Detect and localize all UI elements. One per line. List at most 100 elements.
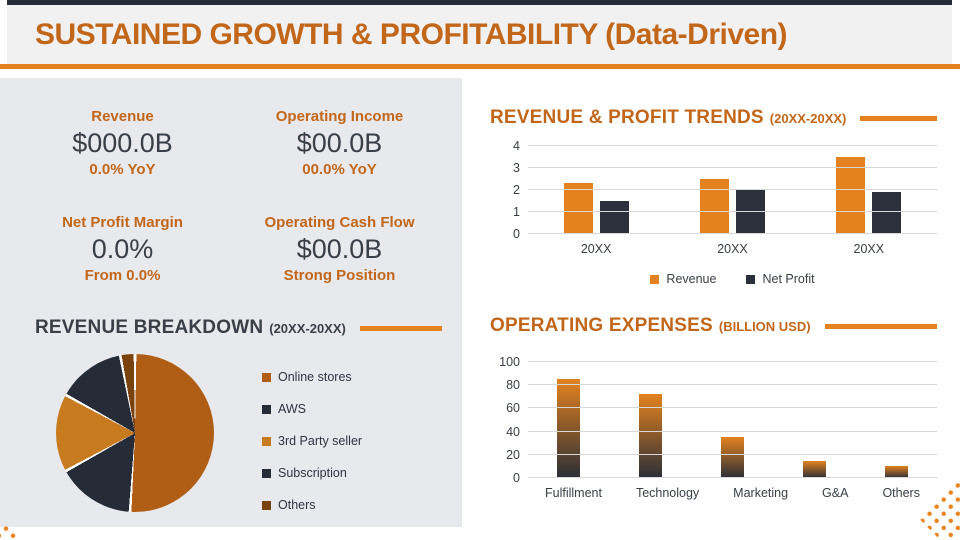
kpi-subtext: 0.0% YoY (89, 161, 156, 178)
legend-label: Others (278, 498, 316, 512)
y-tick-label: 0 (513, 471, 520, 485)
kpi-subtext: 00.0% YoY (302, 161, 377, 178)
x-axis-label: G&A (822, 486, 849, 500)
slide-header: SUSTAINED GROWTH & PROFITABILITY (Data-D… (7, 5, 952, 64)
kpi-panel: Revenue $000.0B 0.0% YoY Operating Incom… (0, 78, 462, 527)
bar-revenue (699, 179, 729, 234)
revenue-breakdown-header: REVENUE BREAKDOWN (20XX-20XX) (35, 316, 442, 340)
y-tick-label: 3 (513, 161, 520, 175)
expenses-header: OPERATING EXPENSES (BILLION USD) (490, 314, 937, 338)
legend-entry: Net Profit (746, 272, 815, 286)
bar-revenue (563, 183, 593, 234)
gridline (528, 145, 937, 146)
bar-group (563, 183, 629, 234)
kpi-operating-cash-flow: Operating Cash Flow $00.0B Strong Positi… (231, 214, 448, 284)
bar-group (699, 179, 765, 234)
y-tick-label: 40 (506, 424, 520, 439)
plot-area (528, 145, 937, 234)
bar-revenue (836, 157, 866, 234)
gridline (528, 233, 937, 234)
bar-group (884, 466, 908, 478)
x-axis-label: 20XX (853, 242, 885, 256)
gridline (528, 477, 937, 478)
gridline (528, 361, 937, 362)
kpi-subtext: From 0.0% (84, 267, 161, 284)
chart-body: 0 20 40 60 80 100 (490, 355, 937, 485)
expenses-title: OPERATING EXPENSES (490, 315, 713, 336)
chart-body: 0 1 2 3 4 (490, 139, 937, 241)
chart-legend: Revenue Net Profit (528, 272, 937, 286)
header-rule (824, 323, 937, 329)
kpi-label: Operating Income (275, 108, 404, 125)
kpi-label: Operating Cash Flow (264, 214, 415, 231)
kpi-value: 0.0% (91, 234, 154, 264)
y-tick-label: 1 (513, 205, 520, 219)
bar-fulfillment (557, 379, 581, 478)
y-tick-label: 2 (513, 183, 520, 197)
y-tick-label: 80 (506, 378, 520, 393)
x-axis-label: 20XX (580, 242, 612, 256)
bar-g-a (802, 460, 826, 478)
x-axis-labels: 20XX 20XX 20XX (528, 242, 937, 256)
pie-legend-item: Others (262, 498, 362, 512)
legend-label: Revenue (666, 272, 717, 286)
legend-swatch (746, 274, 756, 284)
legend-label: Net Profit (762, 272, 815, 286)
pie-legend-item: Online stores (262, 370, 362, 384)
gridline (528, 407, 937, 409)
kpi-revenue: Revenue $000.0B 0.0% YoY (14, 108, 231, 178)
legend-swatch (262, 500, 271, 510)
y-tick-label: 0 (513, 227, 520, 241)
bar-others (884, 466, 908, 478)
trends-header: REVENUE & PROFIT TRENDS (20XX-20XX) (490, 106, 937, 130)
revenue-breakdown-subtitle: (20XX-20XX) (269, 320, 346, 336)
header-rule (860, 115, 937, 121)
gridline (528, 167, 937, 168)
y-axis-ticks: 0 1 2 3 4 (490, 139, 520, 241)
bar-group (557, 379, 581, 478)
pie-legend-item: 3rd Party seller (262, 434, 362, 448)
x-axis-label: Others (882, 486, 920, 500)
operating-expenses-chart: 0 20 40 60 80 100 Fulfillment Technology Market… (490, 355, 937, 500)
gridline (528, 189, 937, 190)
legend-label: Online stores (278, 370, 352, 384)
bar-net-profit (872, 192, 902, 234)
bar-group (802, 460, 826, 478)
kpi-value: $000.0B (72, 128, 173, 158)
title-underline-rule (0, 64, 960, 69)
charts-column: REVENUE & PROFIT TRENDS (20XX-20XX) 0 1 2 3… (490, 106, 937, 500)
bar-technology (639, 394, 663, 478)
y-tick-label: 20 (506, 447, 520, 462)
kpi-value: $00.0B (296, 234, 383, 264)
pie-legend-item: Subscription (262, 466, 362, 480)
pie-legend-item: AWS (262, 402, 362, 416)
bar-group (836, 157, 902, 234)
trends-title: REVENUE & PROFIT TRENDS (490, 107, 764, 128)
legend-label: 3rd Party seller (278, 434, 363, 448)
kpi-label: Revenue (91, 108, 154, 125)
y-tick-label: 4 (513, 139, 520, 153)
revenue-profit-trends-chart: 0 1 2 3 4 20XX 20XX 20XX Revenue Net Profit (490, 139, 937, 286)
kpi-label: Net Profit Margin (62, 214, 183, 231)
x-axis-label: 20XX (717, 242, 748, 256)
slide-title: SUSTAINED GROWTH & PROFITABILITY (Data-D… (35, 17, 788, 51)
bar-groups (528, 146, 937, 234)
legend-swatch (262, 372, 271, 382)
pie-legend: Online stores AWS 3rd Party seller Subscrip… (262, 354, 362, 530)
bar-groups (528, 362, 937, 478)
plot-area (528, 361, 937, 478)
x-axis-labels: Fulfillment Technology Marketing G&A Others (528, 486, 937, 500)
bar-net-profit (599, 201, 629, 234)
x-axis-label: Marketing (733, 486, 789, 500)
legend-swatch (262, 468, 271, 478)
x-axis-label: Technology (635, 486, 700, 500)
bar-net-profit (735, 190, 765, 234)
gridline (528, 384, 937, 386)
top-accent-bar (7, 0, 952, 5)
header-rule (359, 325, 442, 331)
kpi-net-profit-margin: Net Profit Margin 0.0% From 0.0% (14, 214, 231, 284)
kpi-value: $00.0B (296, 128, 383, 158)
legend-swatch (262, 404, 271, 414)
revenue-breakdown-pie-chart (56, 354, 214, 512)
